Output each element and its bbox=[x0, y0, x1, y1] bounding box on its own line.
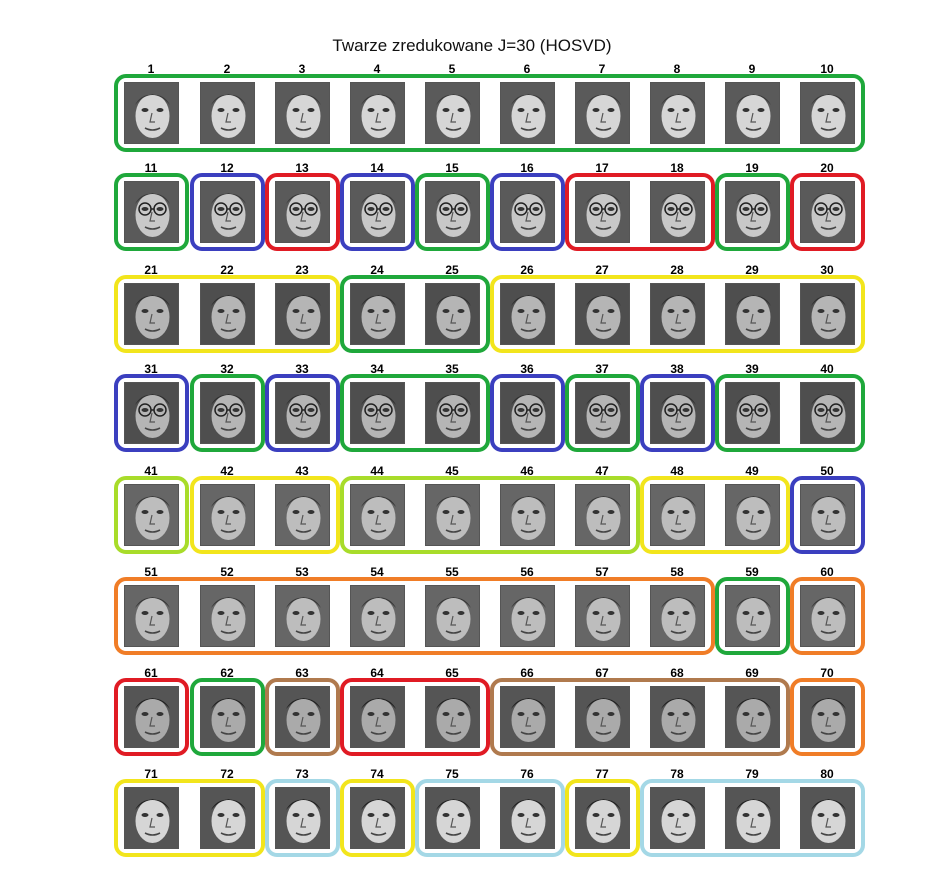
cluster-outline-yellow bbox=[490, 275, 865, 353]
cluster-outline-orange bbox=[114, 577, 715, 655]
cluster-outline-green bbox=[114, 74, 865, 152]
cluster-outline-lightblue bbox=[640, 779, 865, 857]
cluster-outline-green bbox=[565, 374, 640, 452]
cluster-outline-lime bbox=[340, 476, 640, 554]
cluster-outline-blue bbox=[190, 173, 265, 251]
cluster-outline-green bbox=[715, 374, 865, 452]
cluster-outline-green bbox=[415, 173, 490, 251]
cluster-outline-green bbox=[190, 374, 265, 452]
cluster-outline-green bbox=[190, 678, 265, 756]
cluster-outline-blue bbox=[490, 374, 565, 452]
cluster-outline-brown bbox=[490, 678, 790, 756]
cluster-outline-lightblue bbox=[415, 779, 565, 857]
cluster-outline-orange bbox=[790, 577, 865, 655]
cluster-outline-green bbox=[715, 577, 790, 655]
cluster-outline-blue bbox=[114, 374, 189, 452]
cluster-outline-yellow bbox=[190, 476, 340, 554]
cluster-outline-blue bbox=[490, 173, 565, 251]
cluster-outline-red bbox=[790, 173, 865, 251]
cluster-outline-yellow bbox=[114, 779, 265, 857]
cluster-outline-red bbox=[114, 678, 189, 756]
cluster-outline-blue bbox=[640, 374, 715, 452]
cluster-outline-green bbox=[340, 374, 490, 452]
cluster-outline-yellow bbox=[640, 476, 790, 554]
cluster-outline-orange bbox=[790, 678, 865, 756]
cluster-outline-red bbox=[565, 173, 715, 251]
cluster-outline-blue bbox=[265, 374, 340, 452]
cluster-outline-blue bbox=[340, 173, 415, 251]
cluster-outline-red bbox=[340, 678, 490, 756]
cluster-outline-yellow bbox=[340, 779, 415, 857]
figure-title: Twarze zredukowane J=30 (HOSVD) bbox=[0, 36, 944, 56]
cluster-outline-yellow bbox=[565, 779, 640, 857]
cluster-outline-lime bbox=[114, 476, 189, 554]
cluster-outline-brown bbox=[265, 678, 340, 756]
cluster-outline-green bbox=[715, 173, 790, 251]
cluster-outline-green bbox=[340, 275, 490, 353]
cluster-outline-blue bbox=[790, 476, 865, 554]
cluster-outline-lightblue bbox=[265, 779, 340, 857]
cluster-outline-red bbox=[265, 173, 340, 251]
cluster-outline-yellow bbox=[114, 275, 340, 353]
cluster-outline-green bbox=[114, 173, 189, 251]
